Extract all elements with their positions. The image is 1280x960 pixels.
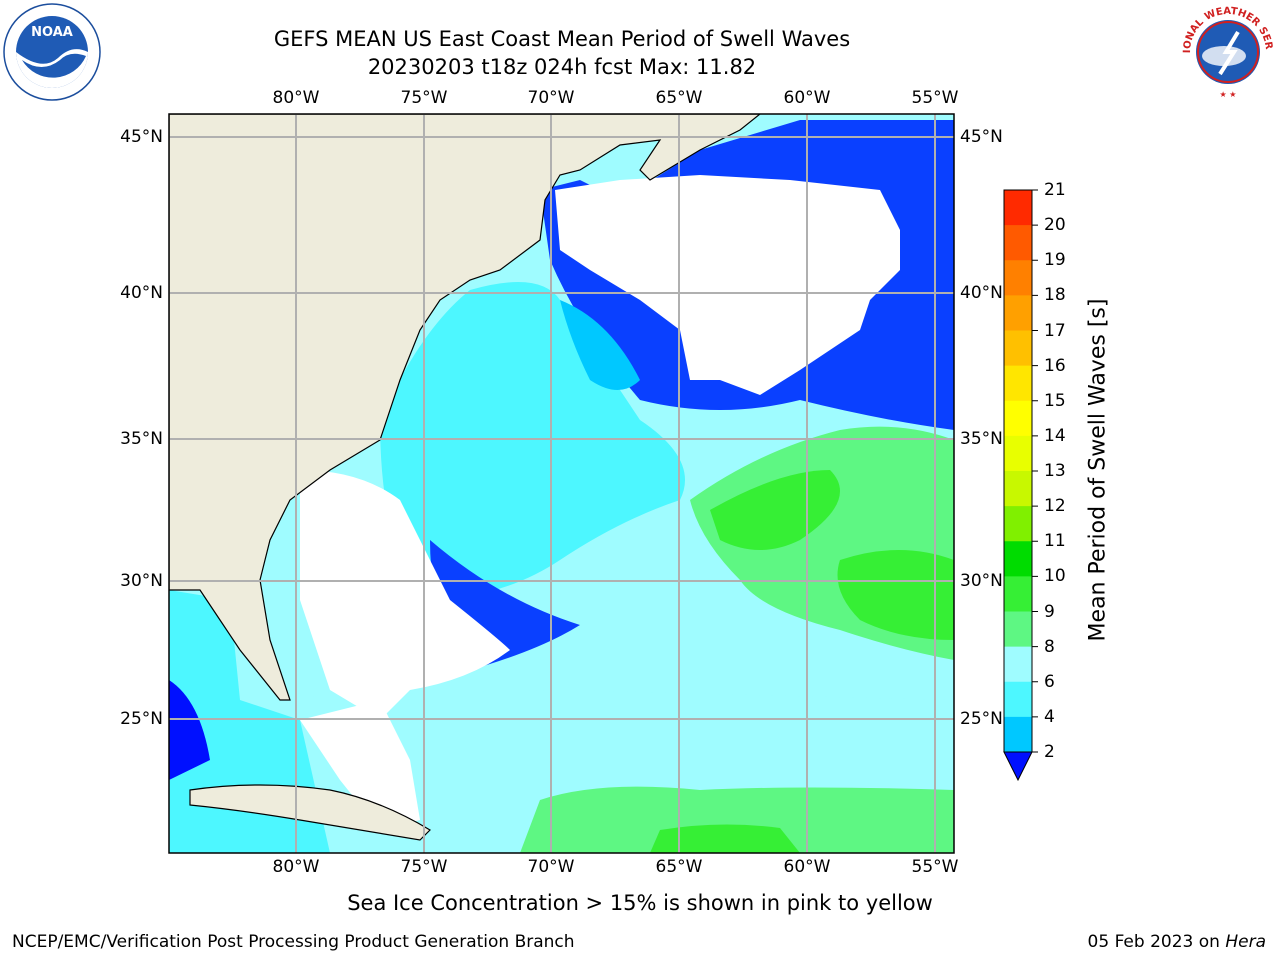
land-cuba	[189, 784, 431, 841]
lon-tick-bottom: 75°W	[400, 857, 448, 877]
lon-tick-bottom: 60°W	[783, 857, 831, 877]
colorbar-segment	[1004, 541, 1032, 577]
lat-tick-left: 40°N	[120, 283, 163, 303]
lat-tick-left: 30°N	[120, 571, 163, 591]
lon-tick-top: 80°W	[272, 88, 320, 108]
colorbar-tick-label: 14	[1044, 425, 1066, 446]
colorbar-segment	[1004, 330, 1032, 367]
footer-credit: NCEP/EMC/Verification Post Processing Pr…	[12, 932, 575, 952]
lat-tick-right: 30°N	[960, 571, 1003, 591]
footer-machine: Hera	[1225, 932, 1266, 952]
grid-lines	[169, 114, 954, 853]
svg-text:★ ★: ★ ★	[1220, 90, 1237, 99]
colorbar-tick-label: 11	[1044, 531, 1066, 552]
map-frame	[168, 113, 955, 854]
no-swell-southeast-coast	[300, 470, 510, 720]
colorbar-segment	[1004, 576, 1032, 612]
colorbar-tick-label: 12	[1044, 496, 1066, 517]
lon-tick-bottom: 70°W	[527, 857, 575, 877]
swell-under-2-gulf	[169, 680, 210, 780]
lat-tick-right: 40°N	[960, 283, 1003, 303]
colorbar-tick-label: 17	[1044, 320, 1066, 341]
colorbar-underflow-arrow	[1003, 751, 1033, 782]
colorbar-segment	[1004, 365, 1032, 402]
colorbar-tick-label: 21	[1044, 180, 1066, 200]
lon-tick-bottom: 80°W	[272, 857, 320, 877]
colorbar-segment	[1004, 225, 1032, 261]
swell-10-11-b	[837, 550, 954, 640]
colorbar-segment	[1004, 260, 1032, 296]
lon-tick-top: 75°W	[400, 88, 448, 108]
lat-tick-left: 35°N	[120, 429, 163, 449]
colorbar-segment	[1004, 471, 1032, 507]
lon-tick-bottom: 65°W	[655, 857, 703, 877]
noaa-logo-icon: NOAA	[3, 3, 101, 101]
map-subtitle: 20230203 t18z 024h fcst Max: 11.82	[367, 55, 757, 79]
colorbar-segment	[1004, 716, 1032, 753]
colorbar-segment	[1004, 611, 1032, 648]
swell-6-8-coastal	[380, 282, 685, 600]
colorbar-segment	[1004, 681, 1032, 718]
lon-tick-top: 55°W	[911, 88, 959, 108]
sea-ice-note: Sea Ice Concentration > 15% is shown in …	[347, 891, 933, 915]
no-swell-north	[555, 175, 900, 395]
no-swell-bahamas	[300, 700, 420, 830]
colorbar-tick-label: 19	[1044, 250, 1066, 271]
colorbar-tick-label: 6	[1044, 671, 1055, 692]
swell-4-6-north	[560, 300, 640, 390]
nws-logo-icon: NATIONAL WEATHER SERVICE ★ ★	[1178, 2, 1276, 100]
colorbar-segment	[1004, 506, 1032, 542]
land-north-america	[169, 114, 761, 701]
colorbar-tick-label: 20	[1044, 215, 1066, 236]
svg-text:NOAA: NOAA	[31, 25, 73, 40]
swell-10-11-south	[650, 824, 800, 853]
lon-tick-top: 65°W	[655, 88, 703, 108]
lon-tick-bottom: 55°W	[911, 857, 959, 877]
colorbar-segment	[1004, 295, 1032, 331]
lat-tick-left: 25°N	[120, 709, 163, 729]
colorbar-segment	[1004, 190, 1032, 226]
colorbar-tick-label: 8	[1044, 636, 1055, 657]
lon-tick-top: 70°W	[527, 88, 575, 108]
colorbar-tick-label: 10	[1044, 566, 1066, 587]
colorbar-tick-label: 9	[1044, 601, 1055, 622]
lat-tick-right: 45°N	[960, 127, 1003, 147]
colorbar-tick-label: 16	[1044, 355, 1066, 376]
map-title: GEFS MEAN US East Coast Mean Period of S…	[273, 27, 851, 51]
colorbar-tick-label: 15	[1044, 390, 1066, 411]
lat-tick-right: 35°N	[960, 429, 1003, 449]
colorbar-tick-label: 13	[1044, 461, 1066, 481]
colorbar	[1003, 189, 1038, 782]
lat-tick-right: 25°N	[960, 709, 1003, 729]
footer-date: 05 Feb 2023 on Hera	[1087, 932, 1266, 952]
lat-tick-left: 45°N	[120, 127, 163, 147]
colorbar-tick-label: 4	[1044, 706, 1055, 727]
swell-9-10-south	[520, 786, 954, 853]
colorbar-label: Mean Period of Swell Waves [s]	[1085, 298, 1111, 642]
lon-tick-top: 60°W	[783, 88, 831, 108]
colorbar-tick-label: 2	[1044, 742, 1055, 762]
colorbar-segment	[1004, 400, 1032, 437]
colorbar-tick-label: 18	[1044, 285, 1066, 306]
colorbar-segment	[1004, 435, 1032, 472]
colorbar-segment	[1004, 646, 1032, 683]
